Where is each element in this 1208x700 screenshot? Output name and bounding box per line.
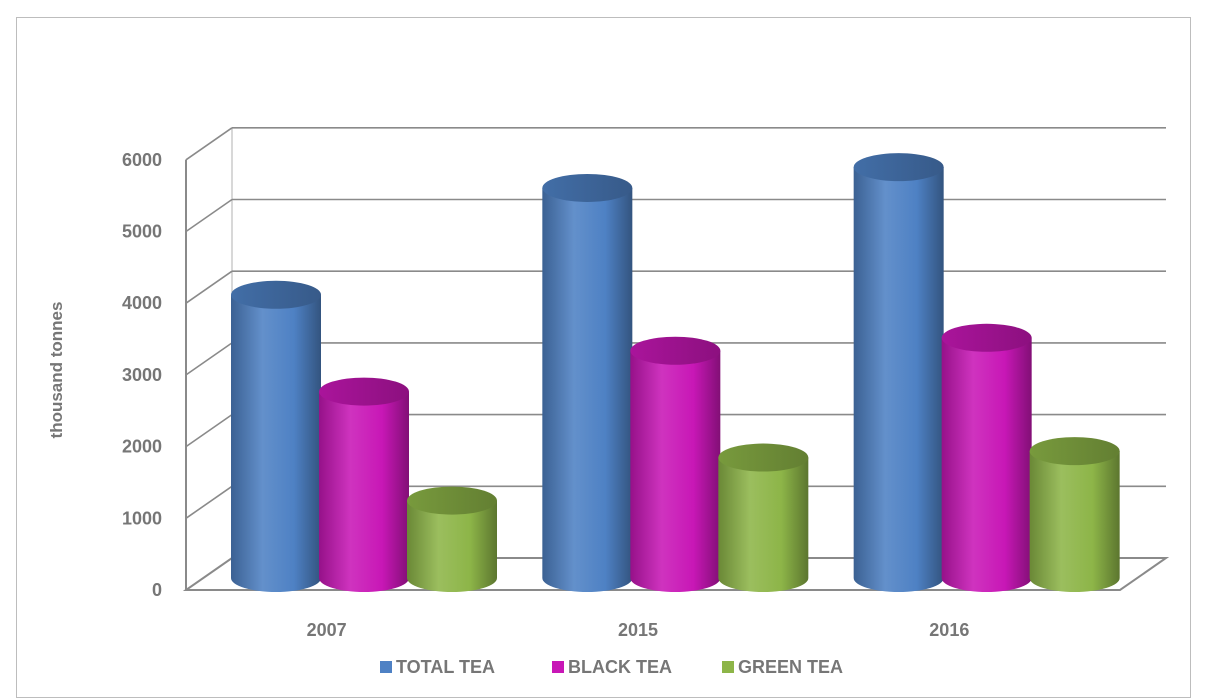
bar-green-tea-2007: [407, 486, 497, 592]
legend: TOTAL TEA BLACK TEA GREEN TEA: [380, 657, 843, 677]
y-tick-label: 0: [152, 580, 162, 600]
bar-top: [1029, 437, 1120, 466]
bar-body: [319, 391, 409, 592]
bar-top: [718, 443, 809, 472]
bar-green-tea-2016: [1029, 437, 1120, 593]
x-category-label: 2016: [929, 620, 969, 640]
bars: [231, 153, 1120, 593]
legend-item-black-tea: BLACK TEA: [552, 657, 672, 677]
bar-top: [853, 153, 944, 182]
bar-total-tea-2016: [853, 153, 944, 593]
y-axis-ticks: 0 1000 2000 3000 4000 5000 6000: [122, 150, 162, 600]
gridline-diagonal: [185, 127, 233, 161]
bar-top: [542, 173, 633, 202]
gridline-diagonal: [185, 485, 233, 519]
bar-top: [231, 280, 321, 309]
bar-body: [1029, 451, 1120, 593]
bar-body: [630, 350, 721, 593]
y-tick-label: 2000: [122, 437, 162, 457]
bar-top: [630, 336, 721, 365]
gridline-diagonal: [185, 413, 233, 448]
bar-body: [941, 337, 1032, 593]
bar-body: [542, 187, 633, 593]
x-axis-categories: 2007 2015 2016: [307, 620, 970, 640]
legend-swatch: [552, 661, 564, 673]
floor: [182, 557, 1170, 591]
bar-body: [231, 294, 321, 592]
legend-label: BLACK TEA: [568, 657, 672, 677]
bar-top: [941, 323, 1032, 352]
bar-black-tea-2016: [941, 323, 1032, 593]
bar-body: [718, 457, 809, 593]
bar-top: [319, 377, 409, 406]
legend-item-total-tea: TOTAL TEA: [380, 657, 495, 677]
y-tick-label: 5000: [122, 222, 162, 242]
gridline-diagonal: [185, 342, 233, 376]
y-axis-title: thousand tonnes: [47, 302, 66, 439]
y-tick-label: 6000: [122, 150, 162, 170]
legend-swatch: [722, 661, 734, 673]
bar-total-tea-2015: [542, 173, 633, 593]
legend-label: TOTAL TEA: [396, 657, 495, 677]
y-tick-label: 3000: [122, 365, 162, 385]
legend-label: GREEN TEA: [738, 657, 843, 677]
y-tick-label: 1000: [122, 508, 162, 528]
x-category-label: 2007: [307, 620, 347, 640]
bar-total-tea-2007: [231, 280, 321, 592]
chart-frame: [16, 17, 1191, 698]
bar-black-tea-2015: [630, 336, 721, 593]
legend-item-green-tea: GREEN TEA: [722, 657, 843, 677]
x-category-label: 2015: [618, 620, 658, 640]
bar-green-tea-2015: [718, 443, 809, 593]
bar-body: [407, 500, 497, 592]
gridline-diagonal: [185, 198, 233, 233]
y-tick-label: 4000: [122, 293, 162, 313]
bar-black-tea-2007: [319, 377, 409, 592]
bar-body: [853, 167, 944, 593]
gridline-diagonal: [185, 270, 233, 304]
legend-swatch: [380, 661, 392, 673]
bar-top: [407, 486, 497, 515]
